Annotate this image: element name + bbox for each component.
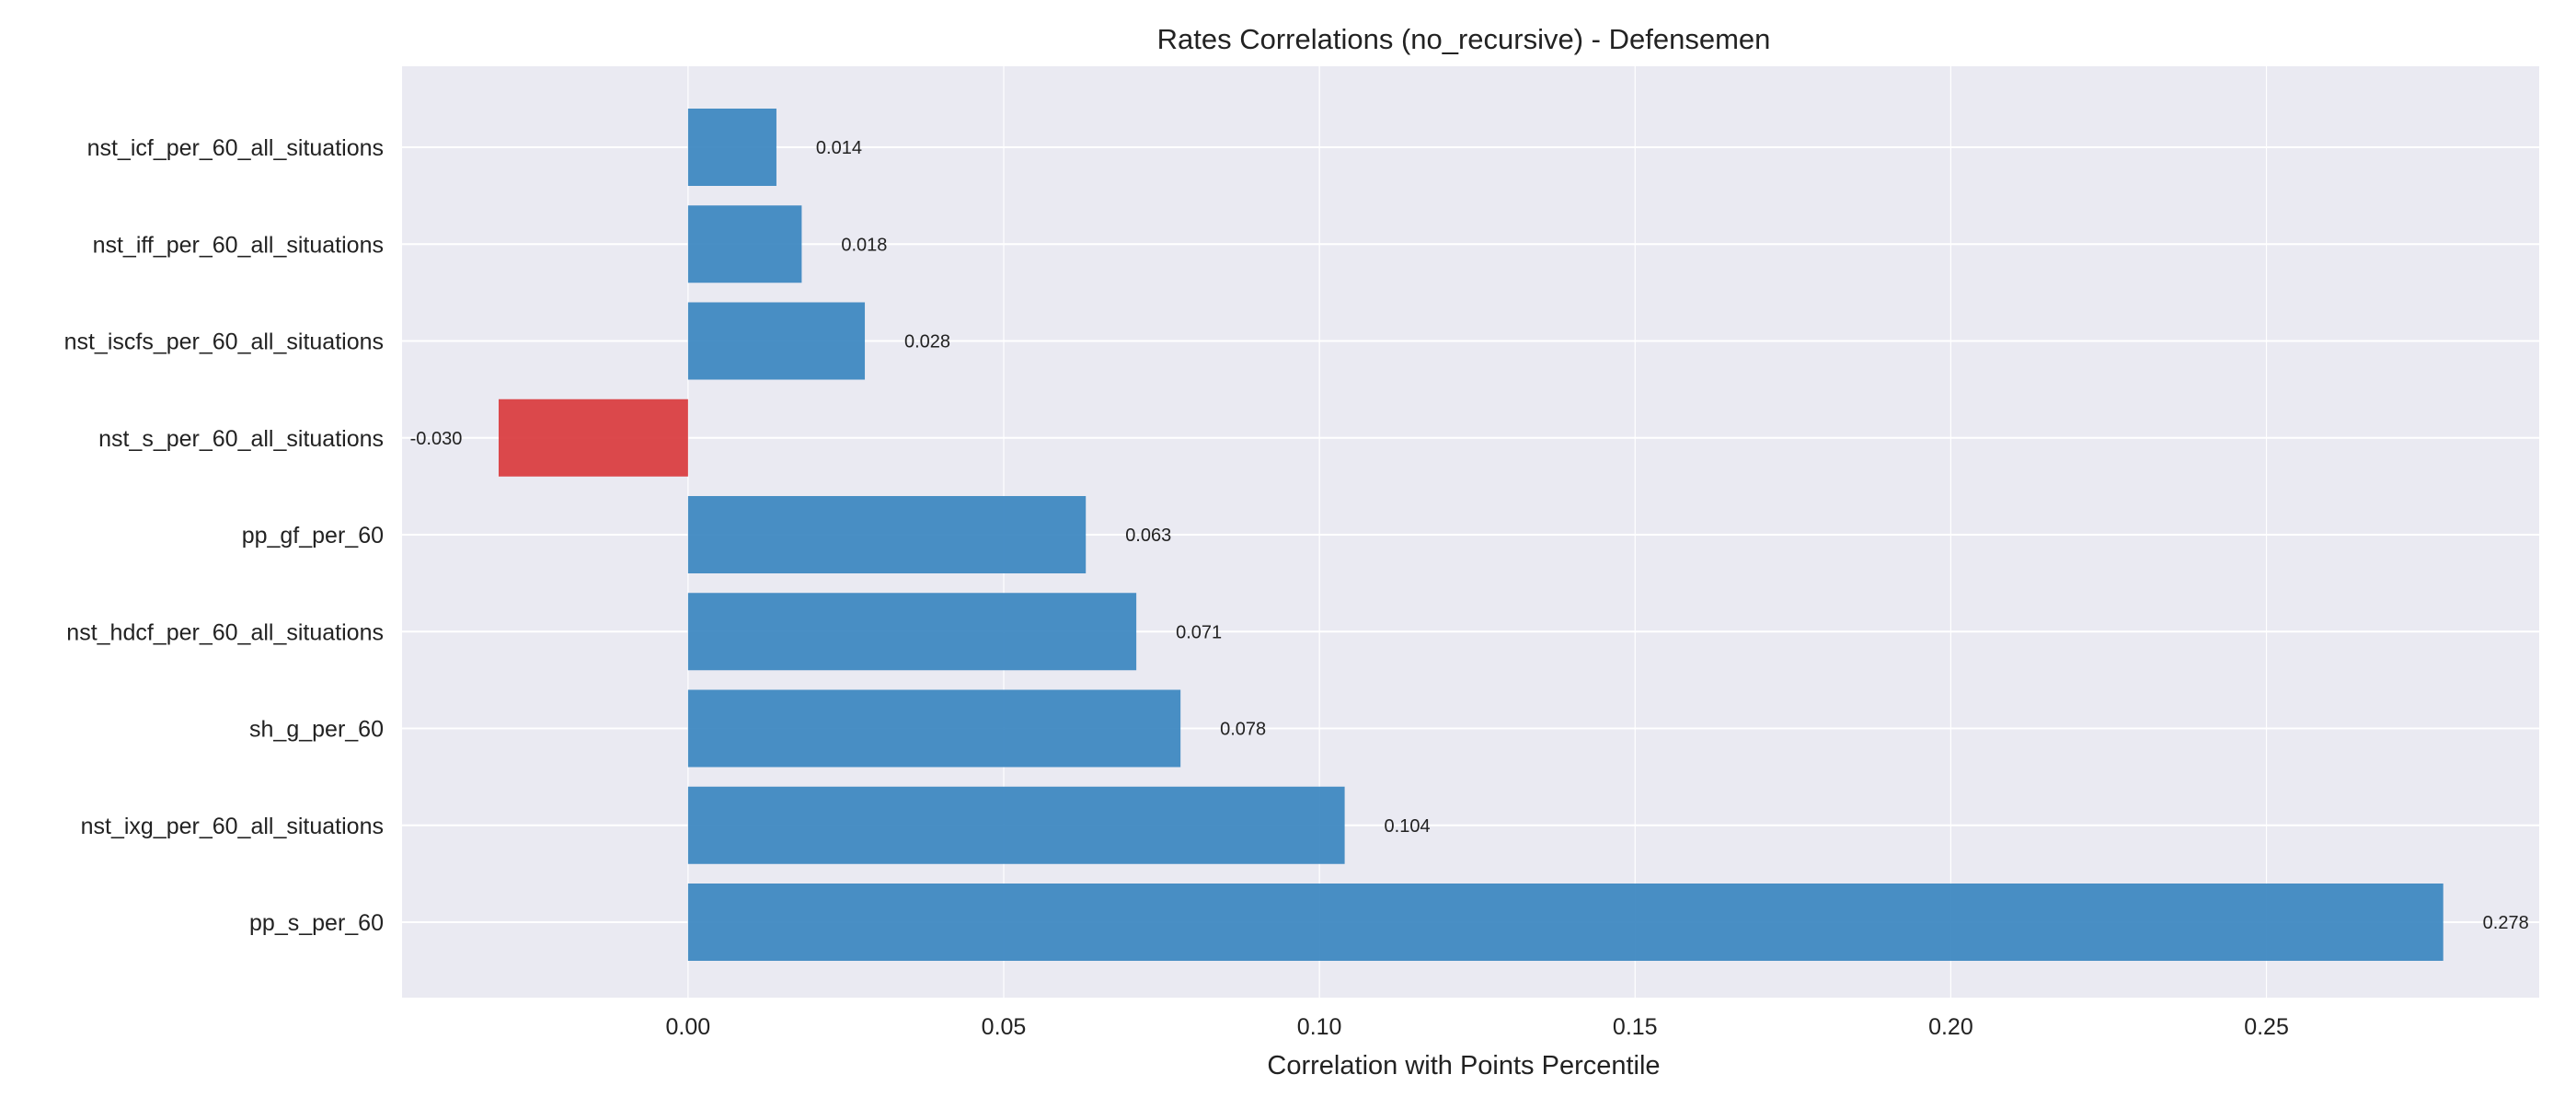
y-tick-labels: nst_icf_per_60_all_situations nst_iff_per… [64,135,384,936]
bar-value-label: 0.028 [904,332,950,352]
x-tick-label: 0.05 [982,1014,1027,1040]
x-tick-label: 0.25 [2244,1014,2289,1040]
y-tick-label: nst_icf_per_60_all_situations [87,135,384,161]
y-tick-label: nst_iff_per_60_all_situations [93,232,384,258]
bar [687,205,802,283]
bar-value-label: 0.078 [1220,720,1266,740]
y-tick-label: pp_gf_per_60 [242,523,384,549]
x-tick-labels: 0.00 0.05 0.10 0.15 0.20 0.25 [666,1014,2289,1040]
bar-value-label: 0.104 [1385,816,1431,837]
y-tick-label: pp_s_per_60 [249,910,384,936]
bar [498,399,688,477]
bar-value-label: 0.014 [816,138,862,158]
x-axis-label: Correlation with Points Percentile [1267,1051,1660,1080]
bar [687,884,2444,961]
chart-title: Rates Correlations (no_recursive) - Defe… [1157,23,1771,55]
bar [687,689,1181,768]
bar [687,593,1137,671]
y-tick-label: nst_s_per_60_all_situations [98,426,384,452]
bar [687,302,866,380]
bar [687,109,776,186]
x-tick-label: 0.20 [1928,1014,1973,1040]
y-tick-label: nst_ixg_per_60_all_situations [81,814,384,839]
bars [498,109,2444,961]
value-labels: 0.014 0.018 0.028 -0.030 0.063 0.071 0.078 0.10… [410,138,2529,933]
bar [687,496,1087,573]
y-tick-label: nst_hdcf_per_60_all_situations [66,619,384,645]
bar [687,786,1345,864]
bar-value-label: -0.030 [410,429,463,449]
y-tick-label: nst_iscfs_per_60_all_situations [64,329,384,355]
bar-value-label: 0.018 [841,235,887,255]
y-tick-label: sh_g_per_60 [249,717,384,743]
bar-value-label: 0.278 [2483,913,2529,933]
x-tick-label: 0.10 [1297,1014,1342,1040]
bar-value-label: 0.063 [1125,526,1171,546]
bar-value-label: 0.071 [1176,622,1222,642]
x-tick-label: 0.15 [1613,1014,1658,1040]
x-tick-label: 0.00 [666,1014,711,1040]
